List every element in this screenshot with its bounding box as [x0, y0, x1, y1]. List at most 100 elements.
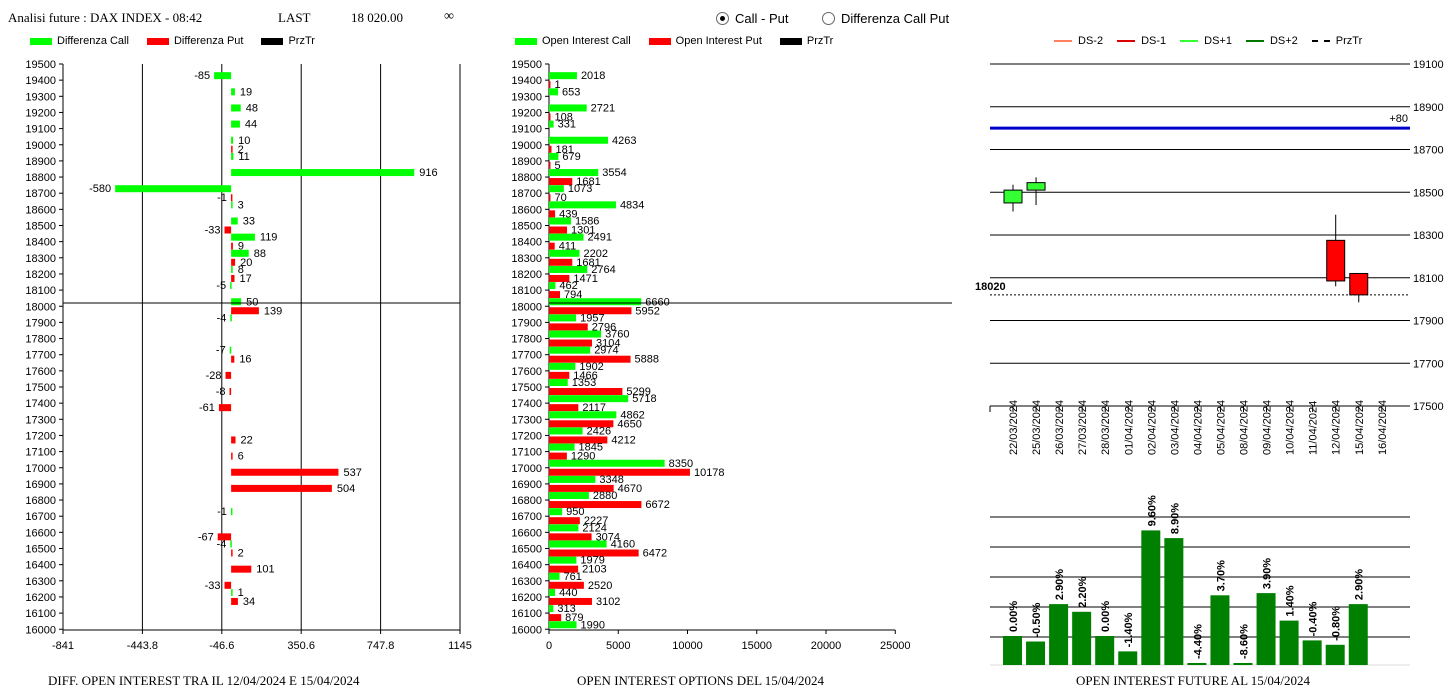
call-diff-label: 88	[254, 248, 266, 260]
oi-change-bar	[1072, 611, 1092, 665]
y-tick-label: 18500	[1413, 187, 1444, 199]
call-oi-bar	[549, 605, 554, 613]
y-tick-label: 16600	[511, 527, 542, 539]
put-oi-bar	[549, 226, 568, 234]
title-text: Analisi future : DAX INDEX - 08:42	[8, 10, 203, 25]
y-tick-label: 18300	[1413, 230, 1444, 242]
call-diff-bar	[230, 314, 232, 322]
y-tick-label: 17200	[511, 430, 542, 442]
put-oi-bar	[549, 258, 573, 266]
put-diff-bar	[218, 404, 232, 412]
oi-change-label: 1.40%	[1285, 585, 1297, 616]
y-tick-label: 16800	[511, 495, 542, 507]
put-diff-label: 2	[238, 548, 244, 560]
oi-change-bar	[1302, 640, 1322, 665]
put-oi-label: 4650	[617, 418, 641, 430]
y-tick-label: 17700	[1413, 358, 1444, 370]
oi-change-bar	[1325, 644, 1345, 665]
call-oi-label: 1957	[580, 312, 604, 324]
call-diff-label: -4	[217, 312, 227, 324]
call-oi-label: 5718	[632, 393, 656, 405]
put-oi-bar	[549, 242, 555, 250]
y-tick-label: 18300	[25, 253, 56, 265]
call-diff-label: 119	[260, 232, 278, 244]
date-tick-label: 28/03/2024	[1100, 400, 1112, 455]
y-tick-label: 18200	[511, 269, 542, 281]
y-tick-label: 17900	[1413, 316, 1444, 328]
put-diff-label: 22	[241, 434, 253, 446]
date-tick-label: 22/03/2024	[1008, 400, 1020, 455]
y-tick-label: 16800	[25, 495, 56, 507]
call-diff-bar	[115, 185, 232, 193]
call-diff-label: 11	[238, 151, 249, 163]
oi-change-label: -8.60%	[1239, 624, 1251, 659]
call-oi-bar	[549, 346, 591, 354]
y-tick-label: 16400	[511, 560, 542, 572]
legend-item: PrzTr	[261, 35, 315, 47]
call-diff-bar	[231, 298, 242, 306]
put-diff-label: -61	[199, 402, 215, 414]
put-diff-bar	[231, 145, 233, 153]
date-tick-label: 11/04/2024	[1308, 401, 1320, 455]
put-oi-label: 3074	[596, 531, 620, 543]
call-oi-label: 1353	[572, 377, 596, 389]
call-diff-label: 48	[246, 102, 258, 114]
call-oi-bar	[549, 104, 587, 112]
date-tick-label: 04/04/2024	[1192, 400, 1204, 455]
y-tick-label: 16500	[25, 544, 56, 556]
legend-label: DS-1	[1141, 35, 1167, 47]
x-tick-label: -46.6	[209, 640, 234, 652]
put-oi-label: 2117	[582, 402, 606, 414]
put-oi-bar	[549, 291, 560, 299]
put-diff-label: 20	[240, 257, 252, 269]
y-tick-label: 17200	[25, 430, 56, 442]
call-oi-bar	[549, 556, 577, 564]
legend-item: DS+2	[1245, 35, 1298, 47]
y-tick-label: 16500	[511, 544, 542, 556]
y-tick-label: 18000	[25, 301, 56, 313]
y-tick-label: 17400	[25, 398, 56, 410]
oi-change-bar	[1049, 604, 1069, 665]
put-oi-label: 70	[555, 192, 567, 204]
put-oi-label: 4670	[618, 483, 642, 495]
radio-diff-call-put[interactable]: Differenza Call Put	[822, 11, 949, 26]
call-oi-bar	[549, 379, 568, 386]
call-oi-bar	[549, 492, 589, 500]
put-oi-bar	[549, 549, 639, 557]
call-diff-label: 1	[238, 587, 244, 599]
legend-label: DS+2	[1269, 35, 1298, 47]
call-oi-bar	[549, 475, 596, 483]
legend-label: PrzTr	[288, 35, 315, 47]
put-oi-bar	[549, 210, 556, 218]
put-oi-label: 439	[559, 208, 577, 220]
call-oi-label: 3554	[602, 167, 626, 179]
put-diff-label: -8	[216, 386, 226, 398]
oi-change-label: 0.00%	[1008, 601, 1020, 632]
date-tick-label: 01/04/2024	[1123, 400, 1135, 455]
put-oi-label: 6672	[645, 499, 669, 511]
ds+2-swatch	[1245, 40, 1264, 42]
radio-call-put[interactable]: Call - Put	[716, 11, 788, 26]
y-tick-label: 16000	[25, 624, 56, 636]
y-tick-label: 16200	[25, 592, 56, 604]
put-swatch	[146, 37, 169, 45]
put-oi-label: 2796	[592, 321, 616, 333]
put-diff-label: 34	[243, 596, 255, 608]
call-oi-label: 313	[557, 603, 575, 615]
ds-1-swatch	[1117, 40, 1136, 42]
put-diff-bar	[231, 452, 233, 460]
put-oi-bar	[549, 501, 642, 509]
put-oi-label: 1290	[571, 451, 595, 463]
put-diff-bar	[231, 597, 238, 605]
y-tick-label: 17600	[25, 366, 56, 378]
call-oi-bar	[549, 265, 588, 273]
put-oi-bar	[549, 194, 551, 202]
y-tick-label: 19400	[25, 75, 56, 87]
put-oi-label: 6472	[643, 548, 667, 560]
y-tick-label: 17000	[511, 463, 542, 475]
y-tick-label: 19000	[25, 140, 56, 152]
call-oi-label: 4834	[620, 199, 644, 211]
date-tick-label: 26/03/2024	[1054, 400, 1066, 455]
y-tick-label: 16900	[511, 479, 542, 491]
call-oi-label: 2880	[593, 490, 617, 502]
